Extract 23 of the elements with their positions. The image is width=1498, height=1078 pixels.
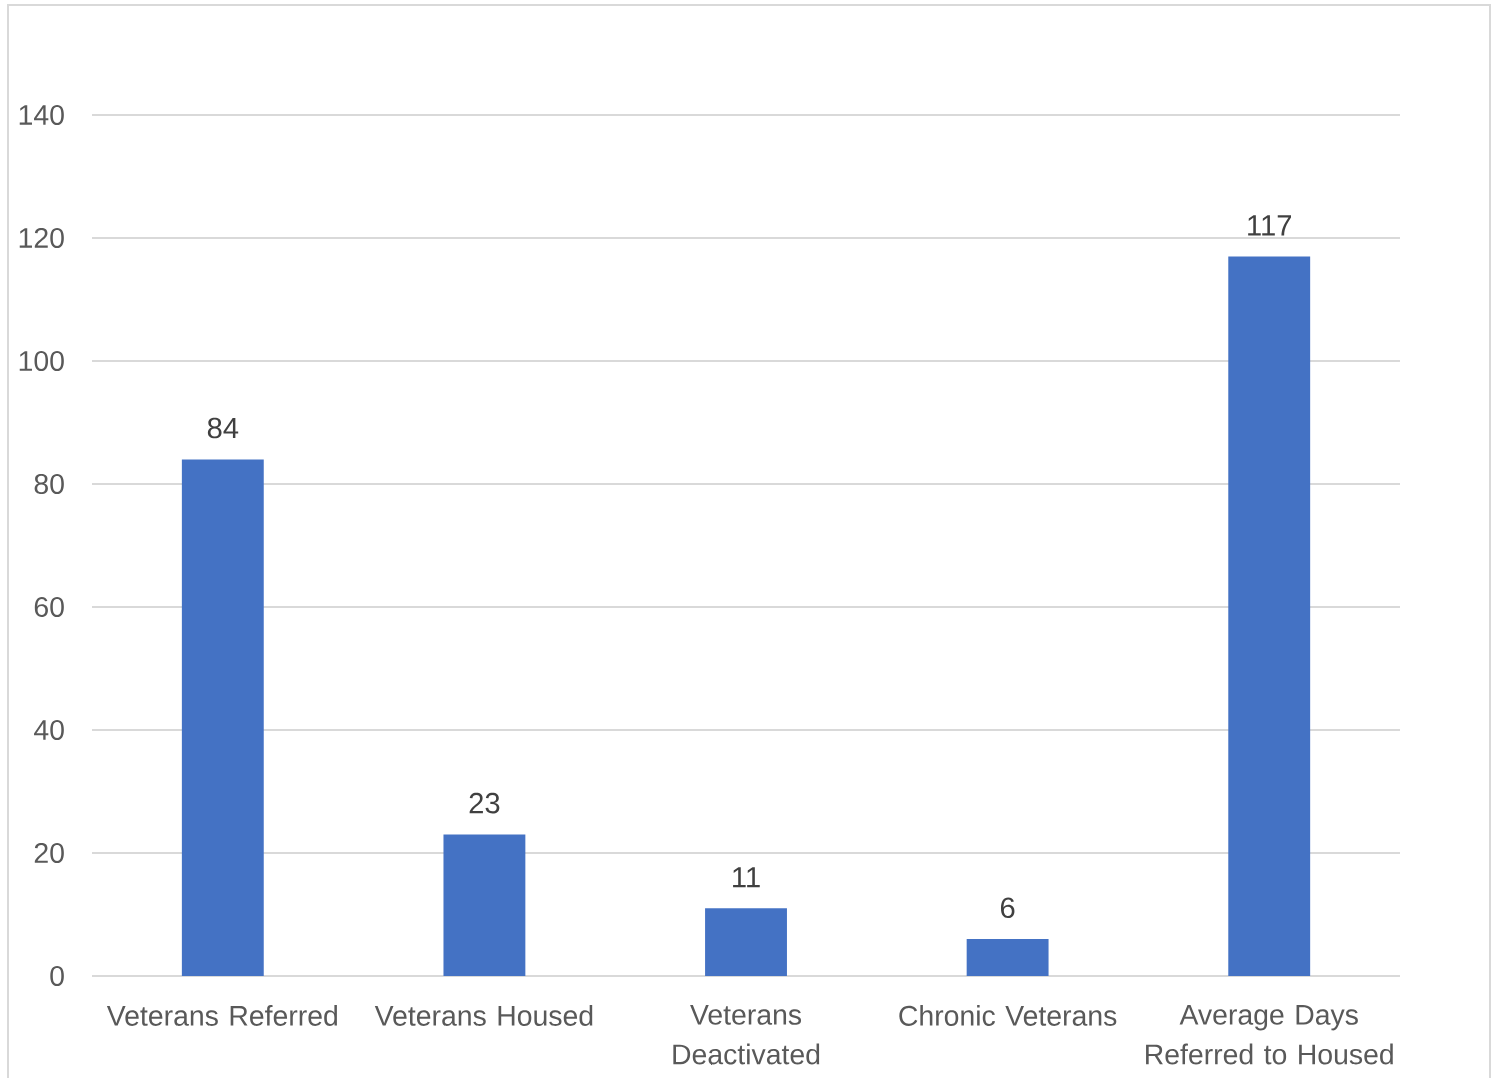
x-tick-label: Veterans Housed (374, 1005, 593, 1026)
bar (443, 834, 526, 976)
data-label: 6 (1000, 897, 1015, 919)
x-tick-label: Veterans Deactivated (673, 1005, 820, 1065)
data-label: 84 (207, 417, 239, 439)
bar (705, 908, 787, 976)
bar (1228, 256, 1311, 976)
bar (966, 939, 1049, 976)
x-tick-label: Veterans Referred (106, 1005, 337, 1026)
data-label: 117 (1248, 215, 1291, 236)
x-tick-label: Average Days Referred to Housed (1146, 1005, 1393, 1065)
data-label: 23 (469, 792, 500, 814)
y-tick-label: 20 (34, 842, 64, 864)
x-tick-label: Chronic Veterans (899, 1005, 1117, 1026)
y-tick-label: 0 (50, 965, 64, 987)
y-tick-label: 120 (19, 227, 64, 249)
y-tick-label: 60 (34, 596, 64, 618)
y-tick-label: 140 (19, 104, 64, 126)
bar (181, 459, 264, 976)
y-tick-label: 100 (19, 350, 64, 372)
y-tick-label: 40 (34, 719, 64, 741)
y-tick-label: 80 (34, 473, 64, 495)
data-label: 11 (733, 867, 760, 888)
